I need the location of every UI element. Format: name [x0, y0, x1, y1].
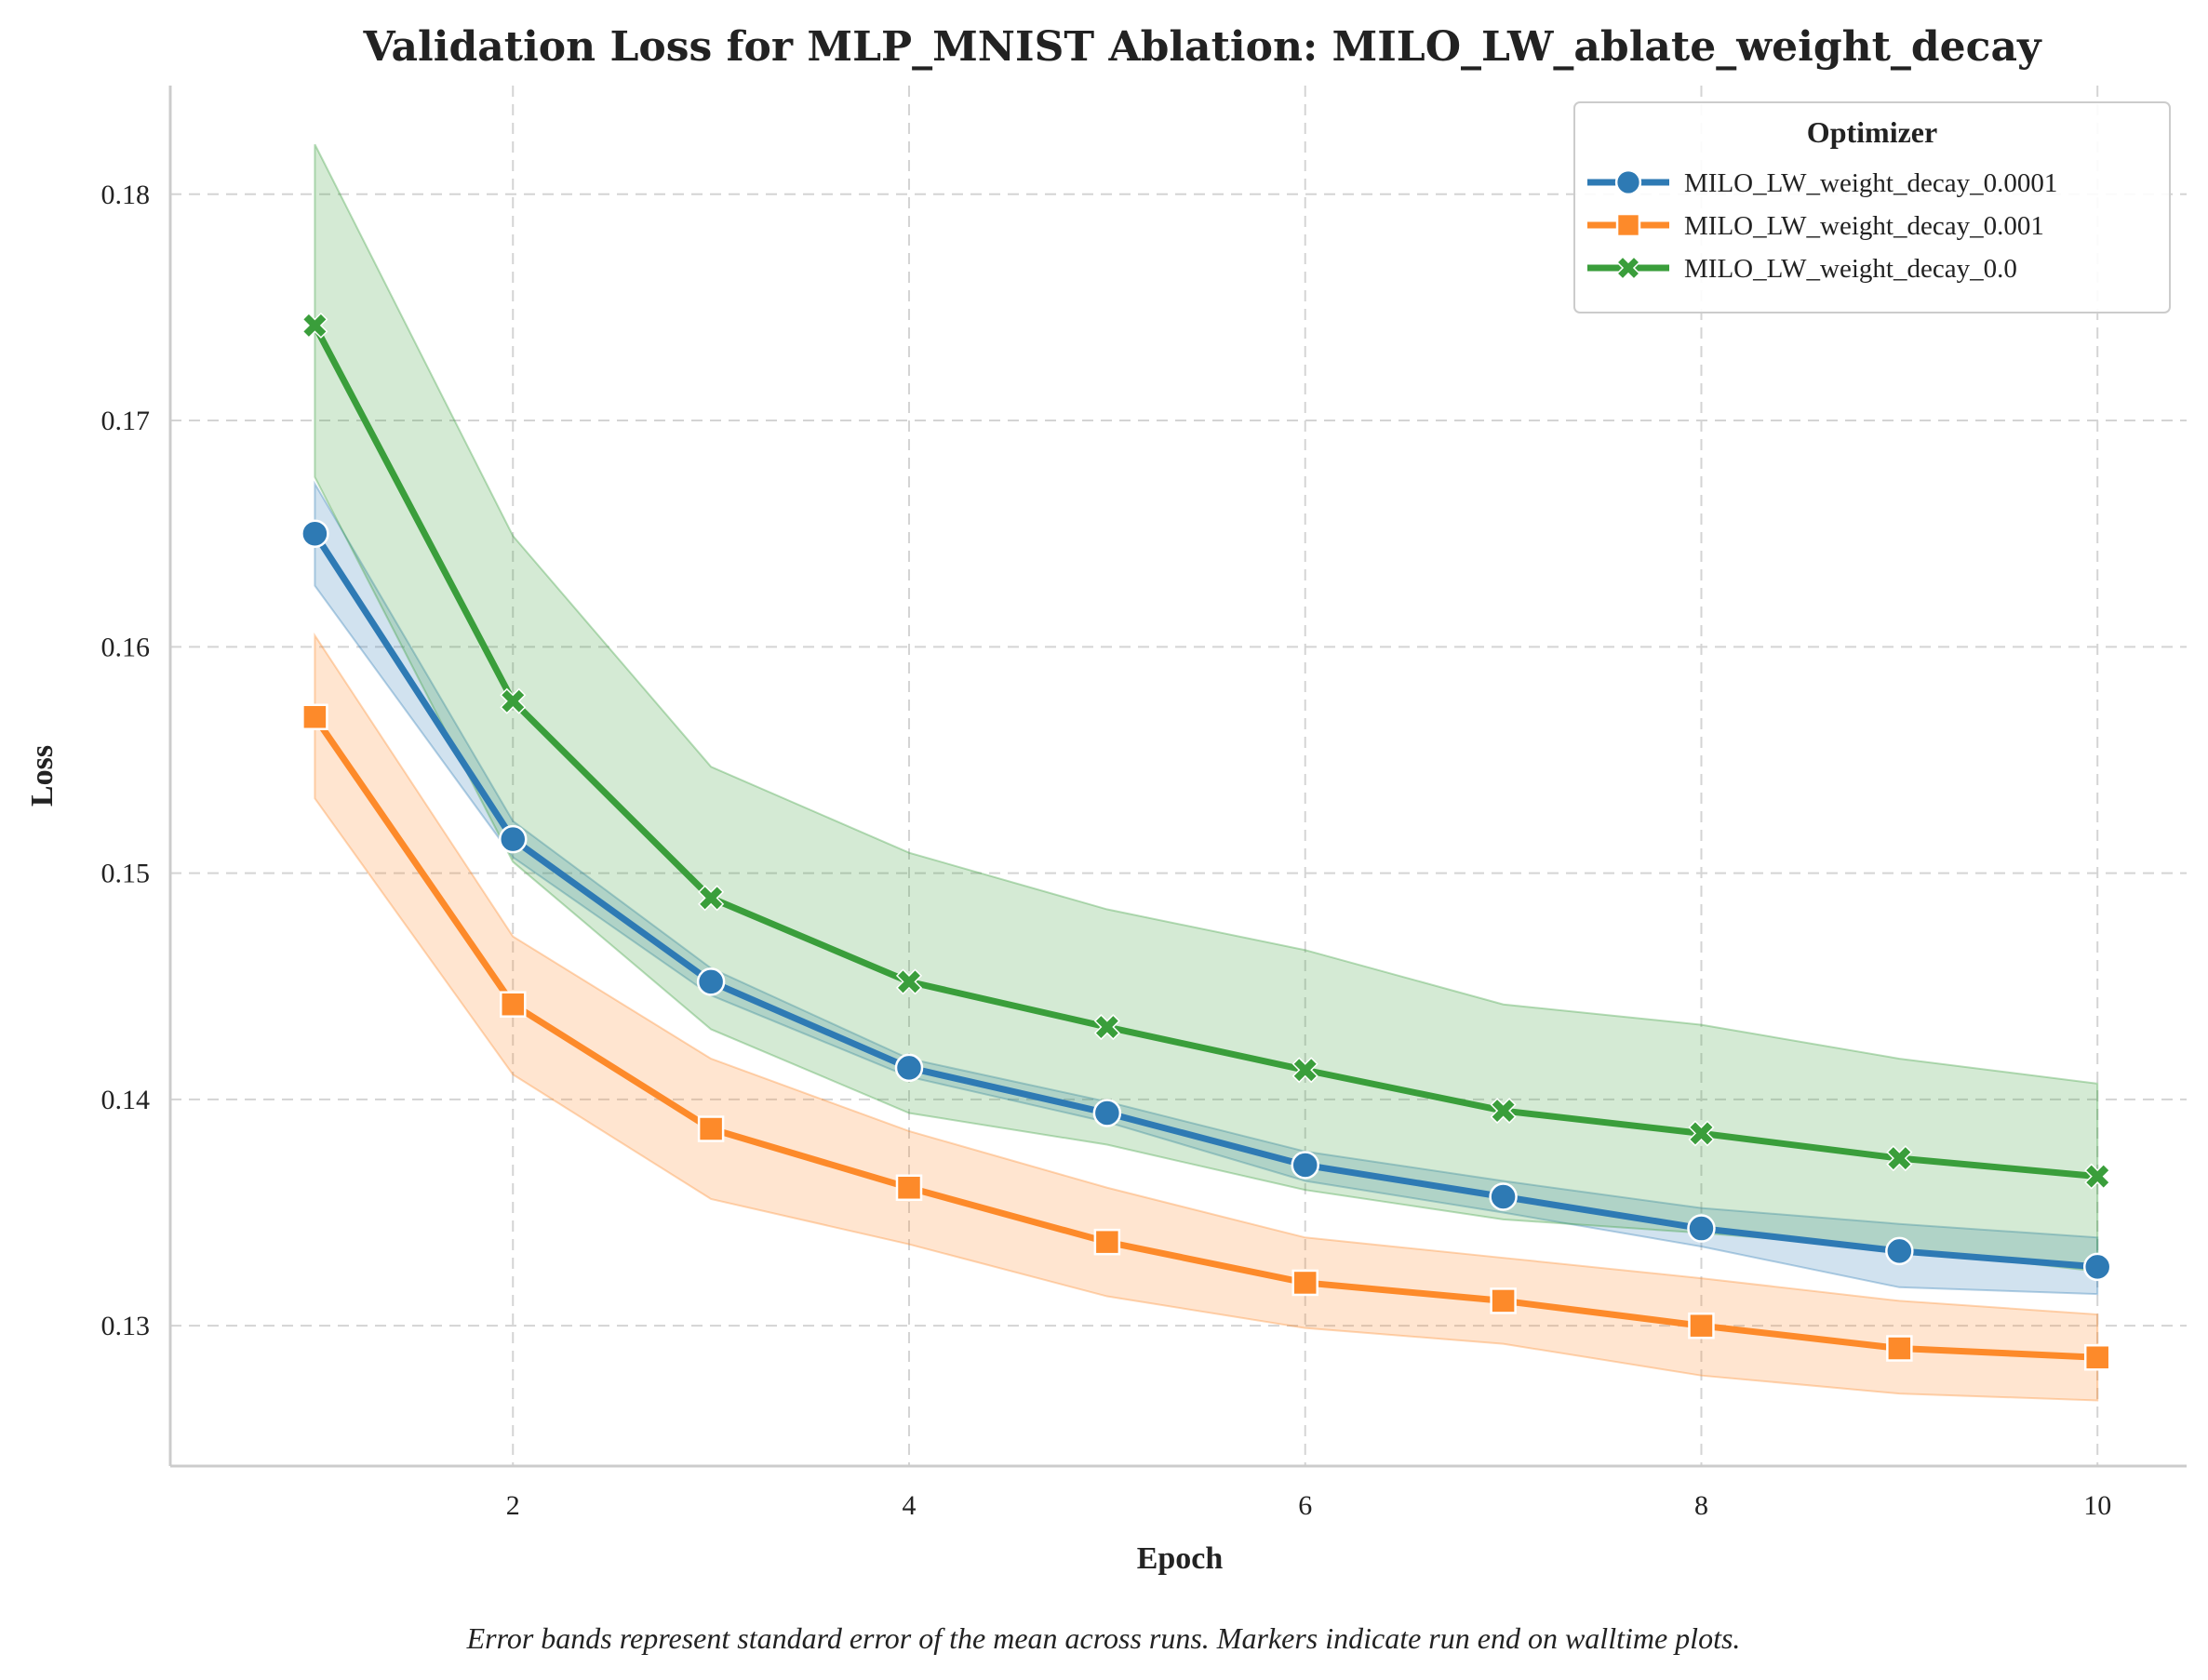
y-tick-label: 0.14: [101, 1085, 151, 1115]
legend-label: MILO_LW_weight_decay_0.0001: [1684, 168, 2057, 198]
error-bands: [314, 143, 2099, 1402]
line-milo-lw-weight-decay-0-0001: [311, 530, 2101, 1271]
legend: Optimizer MILO_LW_weight_decay_0.0001 MILO…: [1573, 101, 2171, 313]
line-milo-lw-weight-decay-0-0: [311, 322, 2101, 1180]
legend-label: MILO_LW_weight_decay_0.0: [1684, 254, 2017, 284]
series-lines: [311, 322, 2101, 1361]
point-milo-lw-weight-decay-0-001: [895, 1174, 923, 1202]
point-milo-lw-weight-decay-0-0: [1688, 1120, 1715, 1147]
point-milo-lw-weight-decay-0-0001: [499, 824, 528, 854]
point-milo-lw-weight-decay-0-0001: [1092, 1099, 1122, 1127]
y-tick-label: 0.17: [101, 406, 151, 436]
axes: [168, 86, 2187, 1468]
point-milo-lw-weight-decay-0-001: [1688, 1312, 1715, 1340]
y-tick-label: 0.15: [101, 859, 151, 889]
point-milo-lw-weight-decay-0-0001: [894, 1053, 924, 1083]
line-milo-lw-weight-decay-0-001: [311, 713, 2101, 1361]
y-axis-label: Loss: [25, 745, 60, 807]
x-axis-label: Epoch: [1137, 1541, 1224, 1576]
point-milo-lw-weight-decay-0-001: [697, 1115, 725, 1142]
point-milo-lw-weight-decay-0-001: [1490, 1287, 1517, 1314]
point-milo-lw-weight-decay-0-0: [1490, 1097, 1517, 1125]
y-tick-label: 0.13: [101, 1311, 151, 1341]
point-milo-lw-weight-decay-0-0: [698, 885, 725, 912]
legend-title: Optimizer: [1807, 115, 1937, 149]
chart-title: Validation Loss for MLP_MNIST Ablation: …: [362, 23, 2042, 71]
point-milo-lw-weight-decay-0-0: [1886, 1145, 1913, 1172]
x-tick-label: 2: [506, 1490, 520, 1521]
point-milo-lw-weight-decay-0-0: [500, 687, 527, 714]
point-milo-lw-weight-decay-0-0001: [1687, 1214, 1716, 1243]
y-tick-label: 0.18: [101, 180, 151, 210]
point-milo-lw-weight-decay-0-0: [2084, 1163, 2111, 1190]
legend-box: [1573, 101, 2171, 313]
caption: Error bands represent standard error of …: [466, 1621, 1741, 1655]
point-milo-lw-weight-decay-0-001: [301, 703, 328, 730]
grid: [170, 86, 2187, 1466]
point-milo-lw-weight-decay-0-0001: [301, 519, 329, 548]
point-milo-lw-weight-decay-0-0001: [1885, 1236, 1914, 1266]
x-tick-label: 8: [1694, 1490, 1708, 1521]
point-milo-lw-weight-decay-0-001: [1886, 1335, 1913, 1362]
point-milo-lw-weight-decay-0-0001: [2082, 1252, 2112, 1282]
series-markers: [301, 312, 2112, 1371]
point-milo-lw-weight-decay-0-0001: [1489, 1182, 1518, 1211]
point-milo-lw-weight-decay-0-0: [1093, 1013, 1120, 1041]
tick-labels: 2 4 6 8 10 0.13 0.14 0.15 0.16 0.17 0.18: [101, 180, 2112, 1521]
point-milo-lw-weight-decay-0-001: [1291, 1269, 1318, 1297]
legend-marker: [1614, 168, 1642, 196]
point-milo-lw-weight-decay-0-0: [301, 312, 328, 339]
band-milo-lw-weight-decay-0-0001: [314, 480, 2099, 1296]
x-tick-label: 6: [1298, 1490, 1312, 1521]
x-tick-label: 4: [902, 1490, 916, 1521]
band-milo-lw-weight-decay-0-001: [314, 632, 2099, 1402]
x-tick-label: 10: [2083, 1490, 2111, 1521]
point-milo-lw-weight-decay-0-001: [1093, 1228, 1121, 1256]
point-milo-lw-weight-decay-0-001: [500, 991, 527, 1018]
point-milo-lw-weight-decay-0-0: [895, 968, 923, 995]
legend-marker: [1615, 212, 1641, 238]
legend-label: MILO_LW_weight_decay_0.001: [1684, 211, 2044, 241]
point-milo-lw-weight-decay-0-001: [2083, 1343, 2111, 1371]
point-milo-lw-weight-decay-0-0001: [1291, 1151, 1319, 1180]
legend-marker: [1615, 255, 1641, 281]
point-milo-lw-weight-decay-0-0001: [696, 967, 726, 996]
y-tick-label: 0.16: [101, 632, 151, 662]
point-milo-lw-weight-decay-0-0: [1291, 1057, 1318, 1084]
